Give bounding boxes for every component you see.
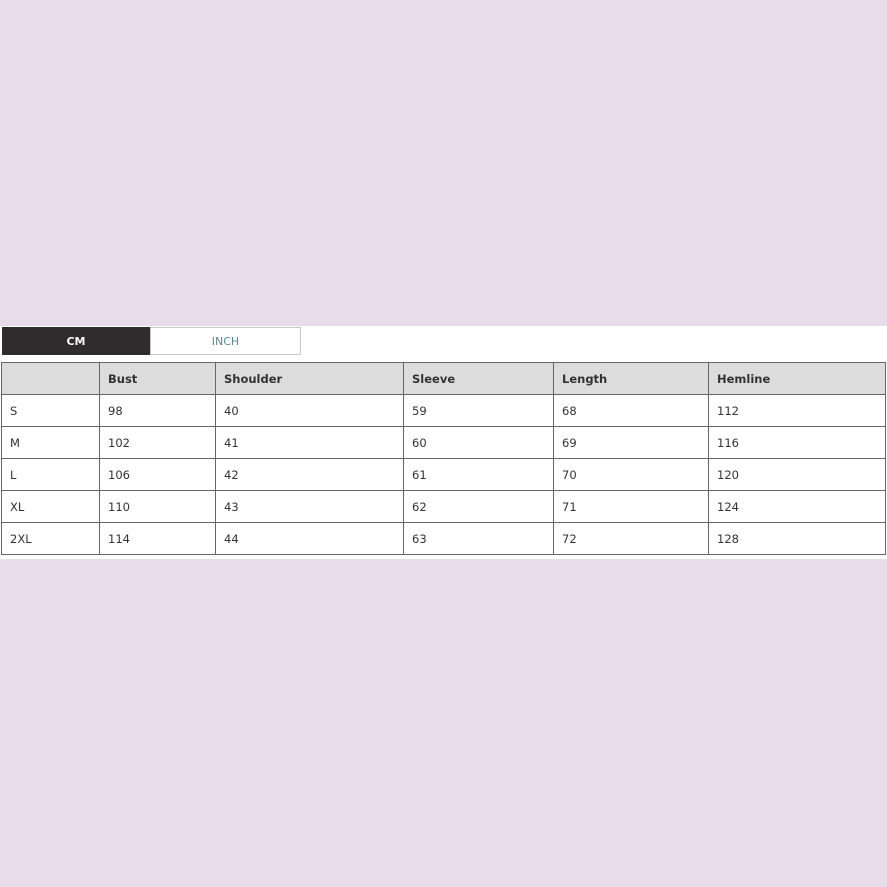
- measurement-cell: 40: [215, 394, 404, 427]
- measurement-cell: 41: [215, 426, 404, 459]
- measurement-cell: 120: [708, 458, 886, 491]
- size-label: XL: [1, 490, 100, 523]
- measurement-cell: 61: [403, 458, 554, 491]
- measurement-cell: 114: [99, 522, 216, 555]
- measurement-cell: 44: [215, 522, 404, 555]
- tab-inch[interactable]: INCH: [150, 327, 301, 355]
- measurement-cell: 116: [708, 426, 886, 459]
- measurement-cell: 42: [215, 458, 404, 491]
- measurement-cell: 62: [403, 490, 554, 523]
- measurement-cell: 69: [553, 426, 709, 459]
- measurement-cell: 60: [403, 426, 554, 459]
- column-header: [1, 362, 100, 395]
- size-table: Bust Shoulder Sleeve Length Hemline S 98 40 59 6…: [1, 362, 886, 555]
- measurement-cell: 98: [99, 394, 216, 427]
- size-label: M: [1, 426, 100, 459]
- measurement-cell: 68: [553, 394, 709, 427]
- table-row: M 102 41 60 69 116: [1, 426, 886, 459]
- size-label: L: [1, 458, 100, 491]
- measurement-cell: 110: [99, 490, 216, 523]
- measurement-cell: 106: [99, 458, 216, 491]
- measurement-cell: 112: [708, 394, 886, 427]
- column-header: Shoulder: [215, 362, 404, 395]
- tab-cm[interactable]: CM: [2, 327, 150, 355]
- column-header: Sleeve: [403, 362, 554, 395]
- measurement-cell: 43: [215, 490, 404, 523]
- measurement-cell: 124: [708, 490, 886, 523]
- table-row: 2XL 114 44 63 72 128: [1, 522, 886, 555]
- size-label: S: [1, 394, 100, 427]
- table-header-row: Bust Shoulder Sleeve Length Hemline: [1, 362, 886, 395]
- unit-tabs: CM INCH: [2, 327, 301, 355]
- measurement-cell: 72: [553, 522, 709, 555]
- measurement-cell: 59: [403, 394, 554, 427]
- column-header: Hemline: [708, 362, 886, 395]
- column-header: Length: [553, 362, 709, 395]
- measurement-cell: 70: [553, 458, 709, 491]
- measurement-cell: 71: [553, 490, 709, 523]
- measurement-cell: 102: [99, 426, 216, 459]
- column-header: Bust: [99, 362, 216, 395]
- size-label: 2XL: [1, 522, 100, 555]
- table-row: S 98 40 59 68 112: [1, 394, 886, 427]
- measurement-cell: 128: [708, 522, 886, 555]
- measurement-cell: 63: [403, 522, 554, 555]
- table-row: XL 110 43 62 71 124: [1, 490, 886, 523]
- table-row: L 106 42 61 70 120: [1, 458, 886, 491]
